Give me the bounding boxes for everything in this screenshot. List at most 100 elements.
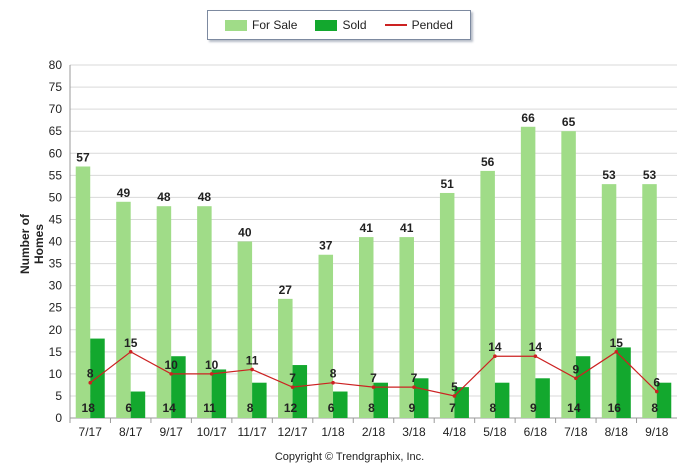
y-tick-label: 5 <box>55 389 62 403</box>
legend-item-for-sale: For Sale <box>225 18 297 32</box>
data-label-sold: 6 <box>125 401 132 415</box>
x-tick-label: 8/18 <box>605 425 629 439</box>
y-axis-label: Number of Homes <box>18 214 46 274</box>
y-tick-label: 45 <box>49 212 63 226</box>
bar-sold <box>535 378 550 418</box>
pended-point <box>169 372 173 376</box>
data-label-pended: 15 <box>124 336 138 350</box>
data-label-for-sale: 66 <box>521 111 535 125</box>
bar-for-sale <box>520 126 536 419</box>
data-label-pended: 10 <box>164 358 178 372</box>
y-tick-label: 70 <box>49 102 63 116</box>
data-label-pended: 8 <box>87 367 94 381</box>
x-tick-label: 11/17 <box>238 425 267 439</box>
pended-point <box>371 385 376 389</box>
data-label-for-sale: 27 <box>279 283 293 297</box>
data-label-for-sale: 51 <box>441 177 455 191</box>
bar-sold <box>171 356 186 418</box>
data-label-pended: 15 <box>610 336 624 350</box>
x-tick-label: 12/17 <box>278 425 308 439</box>
bar-for-sale <box>318 254 334 418</box>
data-label-sold: 8 <box>247 401 254 415</box>
y-tick-label: 30 <box>49 279 63 293</box>
data-label-sold: 18 <box>82 401 96 415</box>
y-tick-label: 50 <box>49 190 63 204</box>
pended-point <box>128 350 133 354</box>
x-tick-label: 5/18 <box>483 425 507 439</box>
x-tick-label: 7/18 <box>564 425 588 439</box>
data-label-sold: 9 <box>530 401 537 415</box>
y-tick-label: 25 <box>49 301 63 315</box>
data-label-pended: 7 <box>370 371 377 385</box>
data-label-pended: 7 <box>289 371 296 385</box>
legend-item-pended: Pended <box>384 18 453 32</box>
data-label-pended: 11 <box>246 353 259 367</box>
bar-sold <box>292 365 308 418</box>
pended-point <box>209 372 214 376</box>
bar-for-sale <box>197 206 212 418</box>
legend-label-sold: Sold <box>342 18 367 32</box>
data-label-sold: 7 <box>449 401 456 415</box>
x-tick-label: 1/18 <box>321 425 345 439</box>
data-label-for-sale: 53 <box>602 168 616 182</box>
data-label-sold: 16 <box>608 401 622 415</box>
legend-label-for-sale: For Sale <box>252 18 298 32</box>
y-tick-label: 55 <box>49 168 63 182</box>
y-tick-label: 40 <box>49 235 63 249</box>
bar-for-sale <box>642 184 657 418</box>
bar-for-sale <box>116 201 131 418</box>
bar-for-sale <box>278 298 293 418</box>
pended-point <box>654 389 659 394</box>
data-label-for-sale: 48 <box>198 190 212 204</box>
x-tick-label: 10/17 <box>197 425 227 439</box>
bar-sold <box>373 382 388 418</box>
data-label-for-sale: 56 <box>481 155 495 169</box>
bar-for-sale <box>561 131 576 418</box>
y-tick-label: 10 <box>49 367 63 381</box>
data-label-pended: 7 <box>411 371 418 385</box>
data-label-for-sale: 48 <box>157 190 171 204</box>
bar-for-sale <box>439 192 455 418</box>
data-label-for-sale: 65 <box>562 115 576 129</box>
data-label-for-sale: 57 <box>76 150 90 164</box>
bar-for-sale <box>359 237 374 418</box>
bar-sold <box>333 391 348 418</box>
x-tick-label: 2/18 <box>362 425 386 439</box>
y-tick-label: 60 <box>49 146 63 160</box>
data-label-sold: 8 <box>651 401 658 415</box>
y-tick-label: 15 <box>49 345 63 359</box>
pended-point <box>331 380 335 385</box>
legend-swatch-sold <box>315 19 338 31</box>
legend-swatch-for-sale <box>225 19 248 31</box>
data-label-pended: 5 <box>451 380 458 394</box>
x-tick-label: 8/17 <box>119 425 143 439</box>
x-tick-label: 7/17 <box>79 425 103 439</box>
bar-for-sale <box>156 206 172 418</box>
data-label-sold: 9 <box>409 401 416 415</box>
data-label-sold: 6 <box>328 401 335 415</box>
data-labels: 5718496481448114082712376418419517568669… <box>76 111 660 415</box>
data-label-for-sale: 37 <box>319 239 333 253</box>
data-label-for-sale: 41 <box>400 221 414 235</box>
data-label-sold: 8 <box>490 401 497 415</box>
y-tick-label: 20 <box>49 323 63 337</box>
x-tick-label: 3/18 <box>402 425 426 439</box>
data-label-for-sale: 41 <box>360 221 374 235</box>
bar-sold <box>616 347 631 418</box>
data-label-pended: 14 <box>529 340 543 354</box>
data-label-sold: 14 <box>162 401 176 415</box>
pended-line <box>88 350 659 398</box>
pended-point <box>412 385 416 389</box>
bar-sold <box>211 369 227 418</box>
y-tick-label: 0 <box>55 411 62 425</box>
bar-for-sale <box>75 166 91 418</box>
data-label-pended: 9 <box>572 362 579 376</box>
data-label-sold: 12 <box>284 401 298 415</box>
data-label-for-sale: 53 <box>643 168 657 182</box>
bar-for-sale <box>237 241 253 418</box>
copyright-text: Copyright © Trendgraphix, Inc. <box>274 451 425 463</box>
data-label-pended: 8 <box>330 367 337 381</box>
bar-sold <box>454 387 469 418</box>
data-label-sold: 8 <box>368 401 375 415</box>
